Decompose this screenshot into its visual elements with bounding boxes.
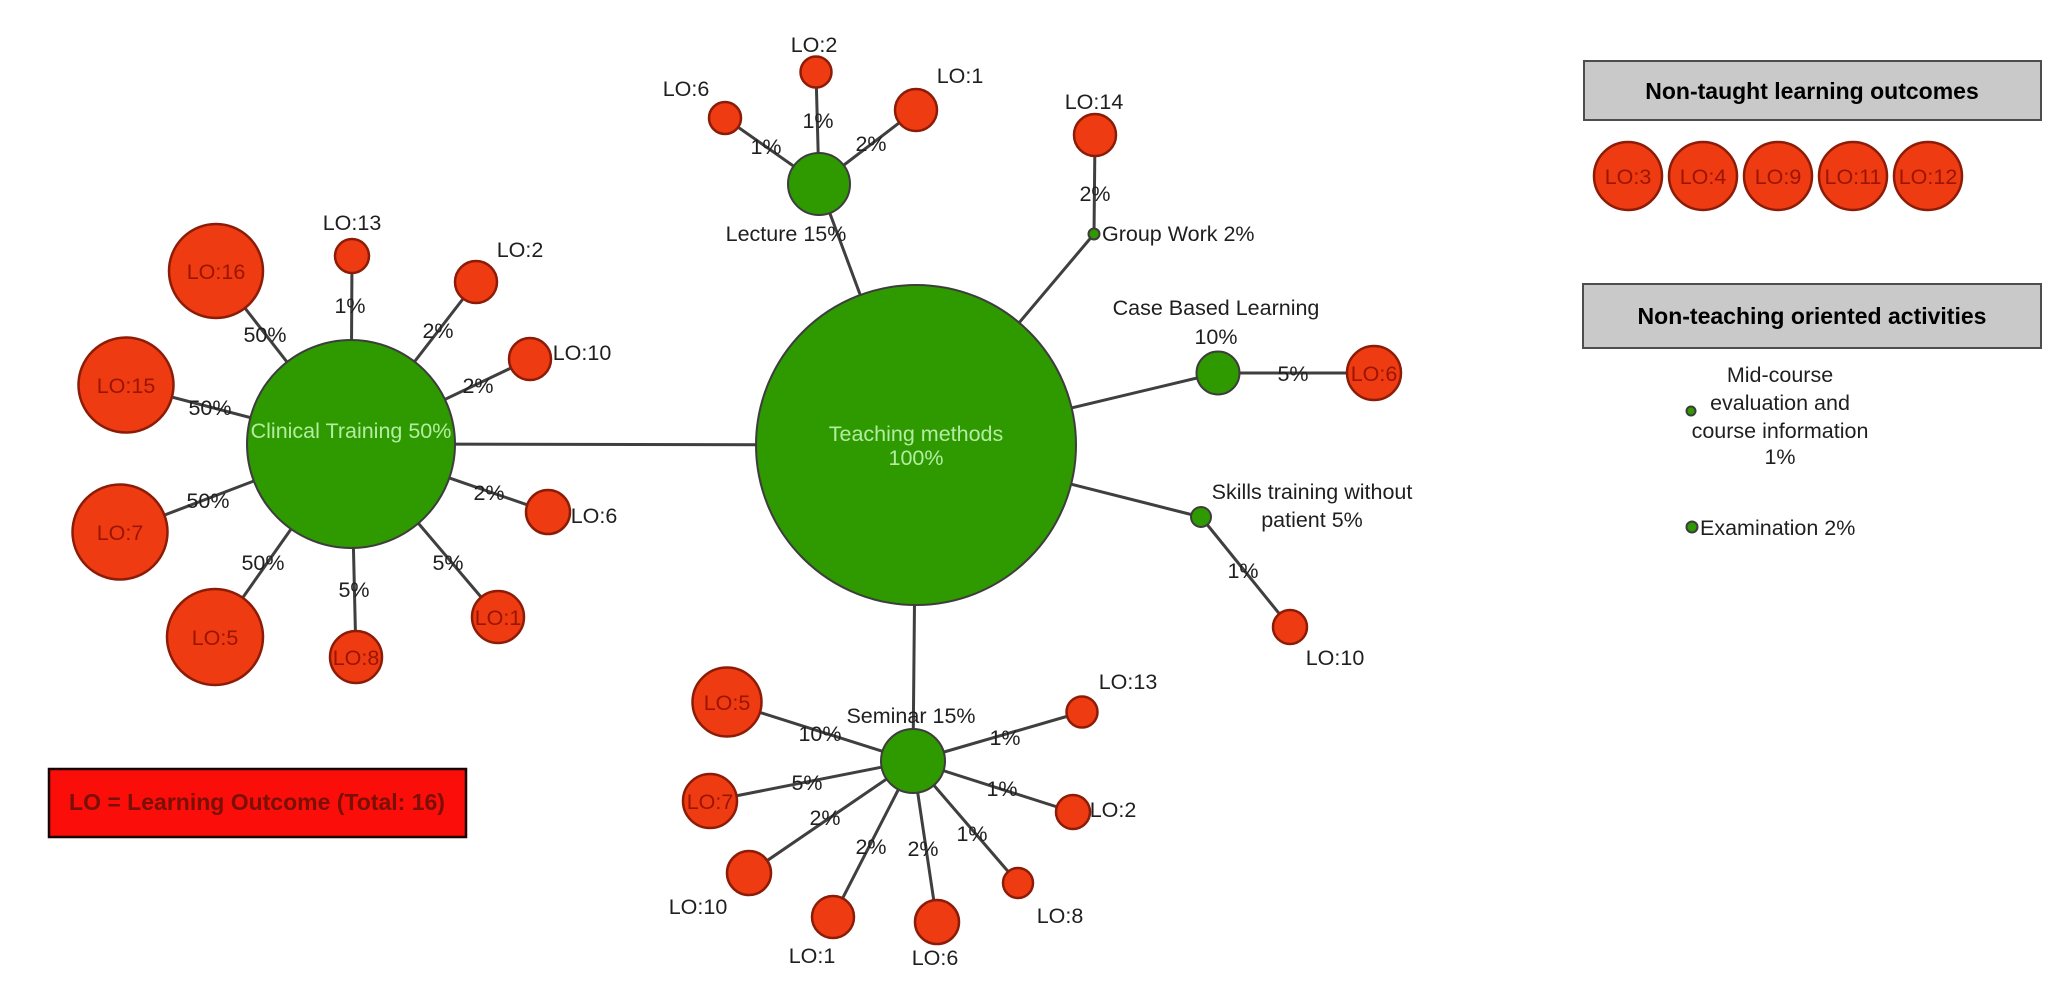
svg-text:2%: 2%: [422, 319, 453, 343]
svg-text:2%: 2%: [473, 481, 504, 505]
svg-text:1%: 1%: [334, 294, 365, 318]
svg-text:course information: course information: [1692, 419, 1869, 443]
svg-text:1%: 1%: [956, 822, 987, 846]
svg-text:2%: 2%: [809, 806, 840, 830]
svg-text:LO:16: LO:16: [187, 260, 246, 284]
svg-text:Non-taught learning outcomes: Non-taught learning outcomes: [1645, 78, 1979, 104]
svg-text:LO:2: LO:2: [791, 33, 838, 57]
svg-text:50%: 50%: [243, 323, 286, 347]
svg-text:1%: 1%: [750, 135, 781, 159]
svg-text:patient 5%: patient 5%: [1261, 508, 1363, 532]
svg-text:1%: 1%: [1227, 559, 1258, 583]
svg-text:evaluation and: evaluation and: [1710, 391, 1850, 415]
svg-text:Seminar 15%: Seminar 15%: [846, 704, 975, 728]
svg-text:LO:9: LO:9: [1755, 165, 1802, 189]
svg-text:LO:2: LO:2: [497, 238, 544, 262]
svg-text:2%: 2%: [1079, 182, 1110, 206]
svg-text:Examination 2%: Examination 2%: [1700, 516, 1855, 540]
svg-text:LO:6: LO:6: [663, 77, 710, 101]
svg-text:100%: 100%: [889, 446, 944, 470]
svg-text:50%: 50%: [186, 489, 229, 513]
svg-text:50%: 50%: [188, 396, 231, 420]
svg-text:Case Based Learning: Case Based Learning: [1113, 296, 1320, 320]
svg-text:2%: 2%: [855, 835, 886, 859]
svg-text:LO:1: LO:1: [789, 944, 836, 968]
svg-text:10%: 10%: [1194, 325, 1237, 349]
svg-text:LO:7: LO:7: [97, 521, 144, 545]
svg-text:LO:6: LO:6: [1351, 362, 1398, 386]
svg-text:1%: 1%: [989, 726, 1020, 750]
svg-text:10%: 10%: [798, 722, 841, 746]
svg-text:2%: 2%: [855, 132, 886, 156]
svg-text:LO:14: LO:14: [1065, 90, 1124, 114]
svg-text:LO = Learning Outcome (Total:: LO = Learning Outcome (Total: 16): [69, 789, 445, 815]
svg-text:LO:5: LO:5: [192, 626, 239, 650]
svg-text:Mid-course: Mid-course: [1727, 363, 1833, 387]
svg-text:LO:6: LO:6: [571, 504, 618, 528]
svg-text:LO:7: LO:7: [687, 790, 734, 814]
svg-text:Skills training without: Skills training without: [1212, 480, 1413, 504]
svg-text:Non-teaching oriented activiti: Non-teaching oriented activities: [1638, 303, 1987, 329]
svg-text:Group Work 2%: Group Work 2%: [1102, 222, 1255, 246]
svg-text:LO:6: LO:6: [912, 946, 959, 970]
svg-text:LO:2: LO:2: [1090, 798, 1137, 822]
svg-text:2%: 2%: [462, 374, 493, 398]
svg-text:5%: 5%: [1277, 362, 1308, 386]
svg-text:LO:5: LO:5: [704, 691, 751, 715]
svg-text:50%: 50%: [241, 551, 284, 575]
svg-text:LO:3: LO:3: [1605, 165, 1652, 189]
svg-text:1%: 1%: [1764, 445, 1795, 469]
svg-text:LO:13: LO:13: [1099, 670, 1158, 694]
svg-text:Lecture 15%: Lecture 15%: [726, 222, 847, 246]
svg-text:LO:11: LO:11: [1825, 165, 1882, 189]
svg-text:LO:10: LO:10: [553, 341, 612, 365]
svg-text:LO:15: LO:15: [97, 374, 156, 398]
svg-text:LO:10: LO:10: [669, 895, 728, 919]
svg-text:Clinical Training 50%: Clinical Training 50%: [251, 419, 452, 443]
svg-text:LO:8: LO:8: [1037, 904, 1084, 928]
svg-text:LO:10: LO:10: [1306, 646, 1365, 670]
svg-text:LO:13: LO:13: [323, 211, 382, 235]
svg-text:2%: 2%: [907, 837, 938, 861]
svg-text:5%: 5%: [338, 578, 369, 602]
svg-text:5%: 5%: [432, 551, 463, 575]
svg-text:1%: 1%: [986, 777, 1017, 801]
svg-text:LO:1: LO:1: [475, 606, 522, 630]
svg-text:5%: 5%: [791, 771, 822, 795]
svg-text:LO:4: LO:4: [1680, 165, 1727, 189]
svg-text:LO:12: LO:12: [1899, 165, 1958, 189]
svg-text:1%: 1%: [802, 109, 833, 133]
svg-text:Teaching methods: Teaching methods: [829, 422, 1004, 446]
svg-text:LO:8: LO:8: [333, 646, 380, 670]
svg-text:LO:1: LO:1: [937, 64, 984, 88]
